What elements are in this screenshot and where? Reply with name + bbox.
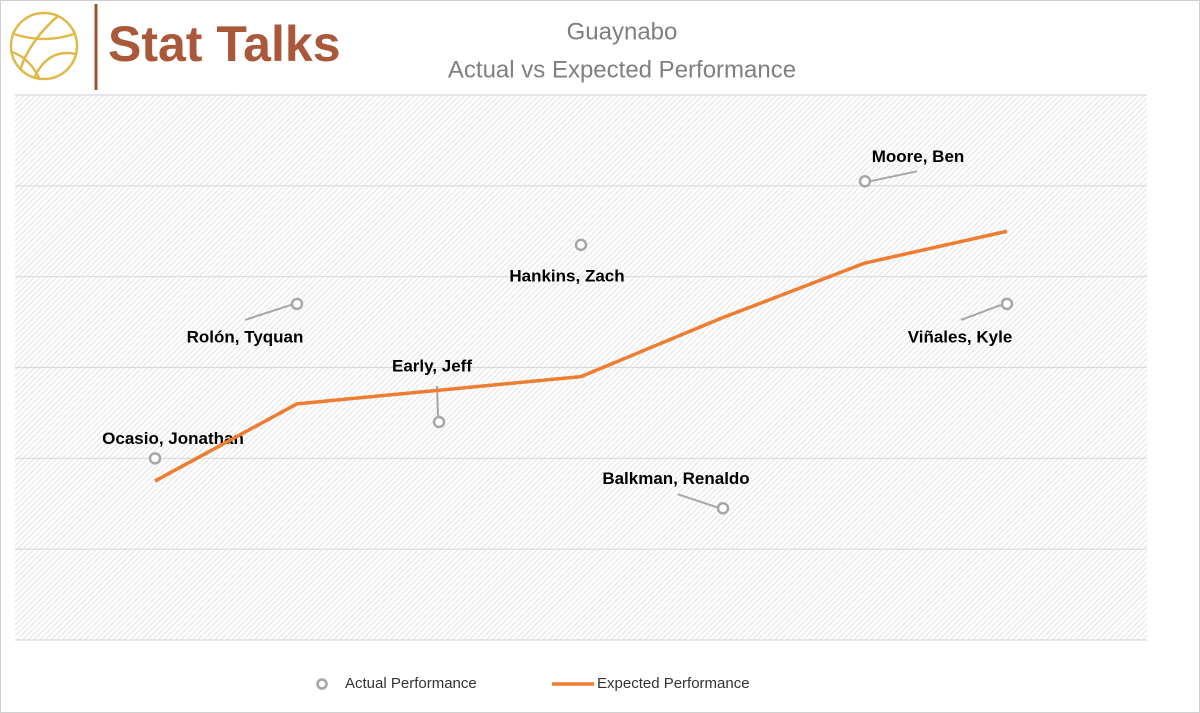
- actual-point: [858, 175, 872, 188]
- actual-point: [148, 452, 162, 465]
- logo: [9, 11, 79, 81]
- point-label: Hankins, Zach: [509, 266, 624, 285]
- legend-label: Actual Performance: [345, 675, 477, 692]
- actual-point: [574, 238, 588, 252]
- leader-line: [869, 170, 918, 183]
- point-label: Balkman, Renaldo: [602, 469, 749, 488]
- actual-point: [432, 415, 446, 429]
- leader-line: [677, 493, 718, 509]
- actual-point: [1000, 297, 1014, 311]
- actual-point: [716, 502, 730, 515]
- legend-marker: [316, 678, 328, 690]
- point-label: Early, Jeff: [392, 356, 472, 375]
- point-label: Rolón, Tyquan: [187, 327, 304, 346]
- brand: Stat Talks: [108, 16, 341, 72]
- actual-point: [290, 297, 304, 311]
- expected-line: [154, 229, 1008, 483]
- leader-line: [960, 303, 1002, 321]
- point-label: Ocasio, Jonathan: [102, 429, 244, 448]
- legend-label: Expected Performance: [597, 675, 750, 692]
- point-label: Moore, Ben: [872, 147, 965, 166]
- chart-title: Guaynabo: [567, 18, 678, 45]
- point-label: Viñales, Kyle: [908, 327, 1013, 346]
- chart-subtitle: Actual vs Expected Performance: [448, 56, 796, 83]
- leader-line: [244, 303, 292, 321]
